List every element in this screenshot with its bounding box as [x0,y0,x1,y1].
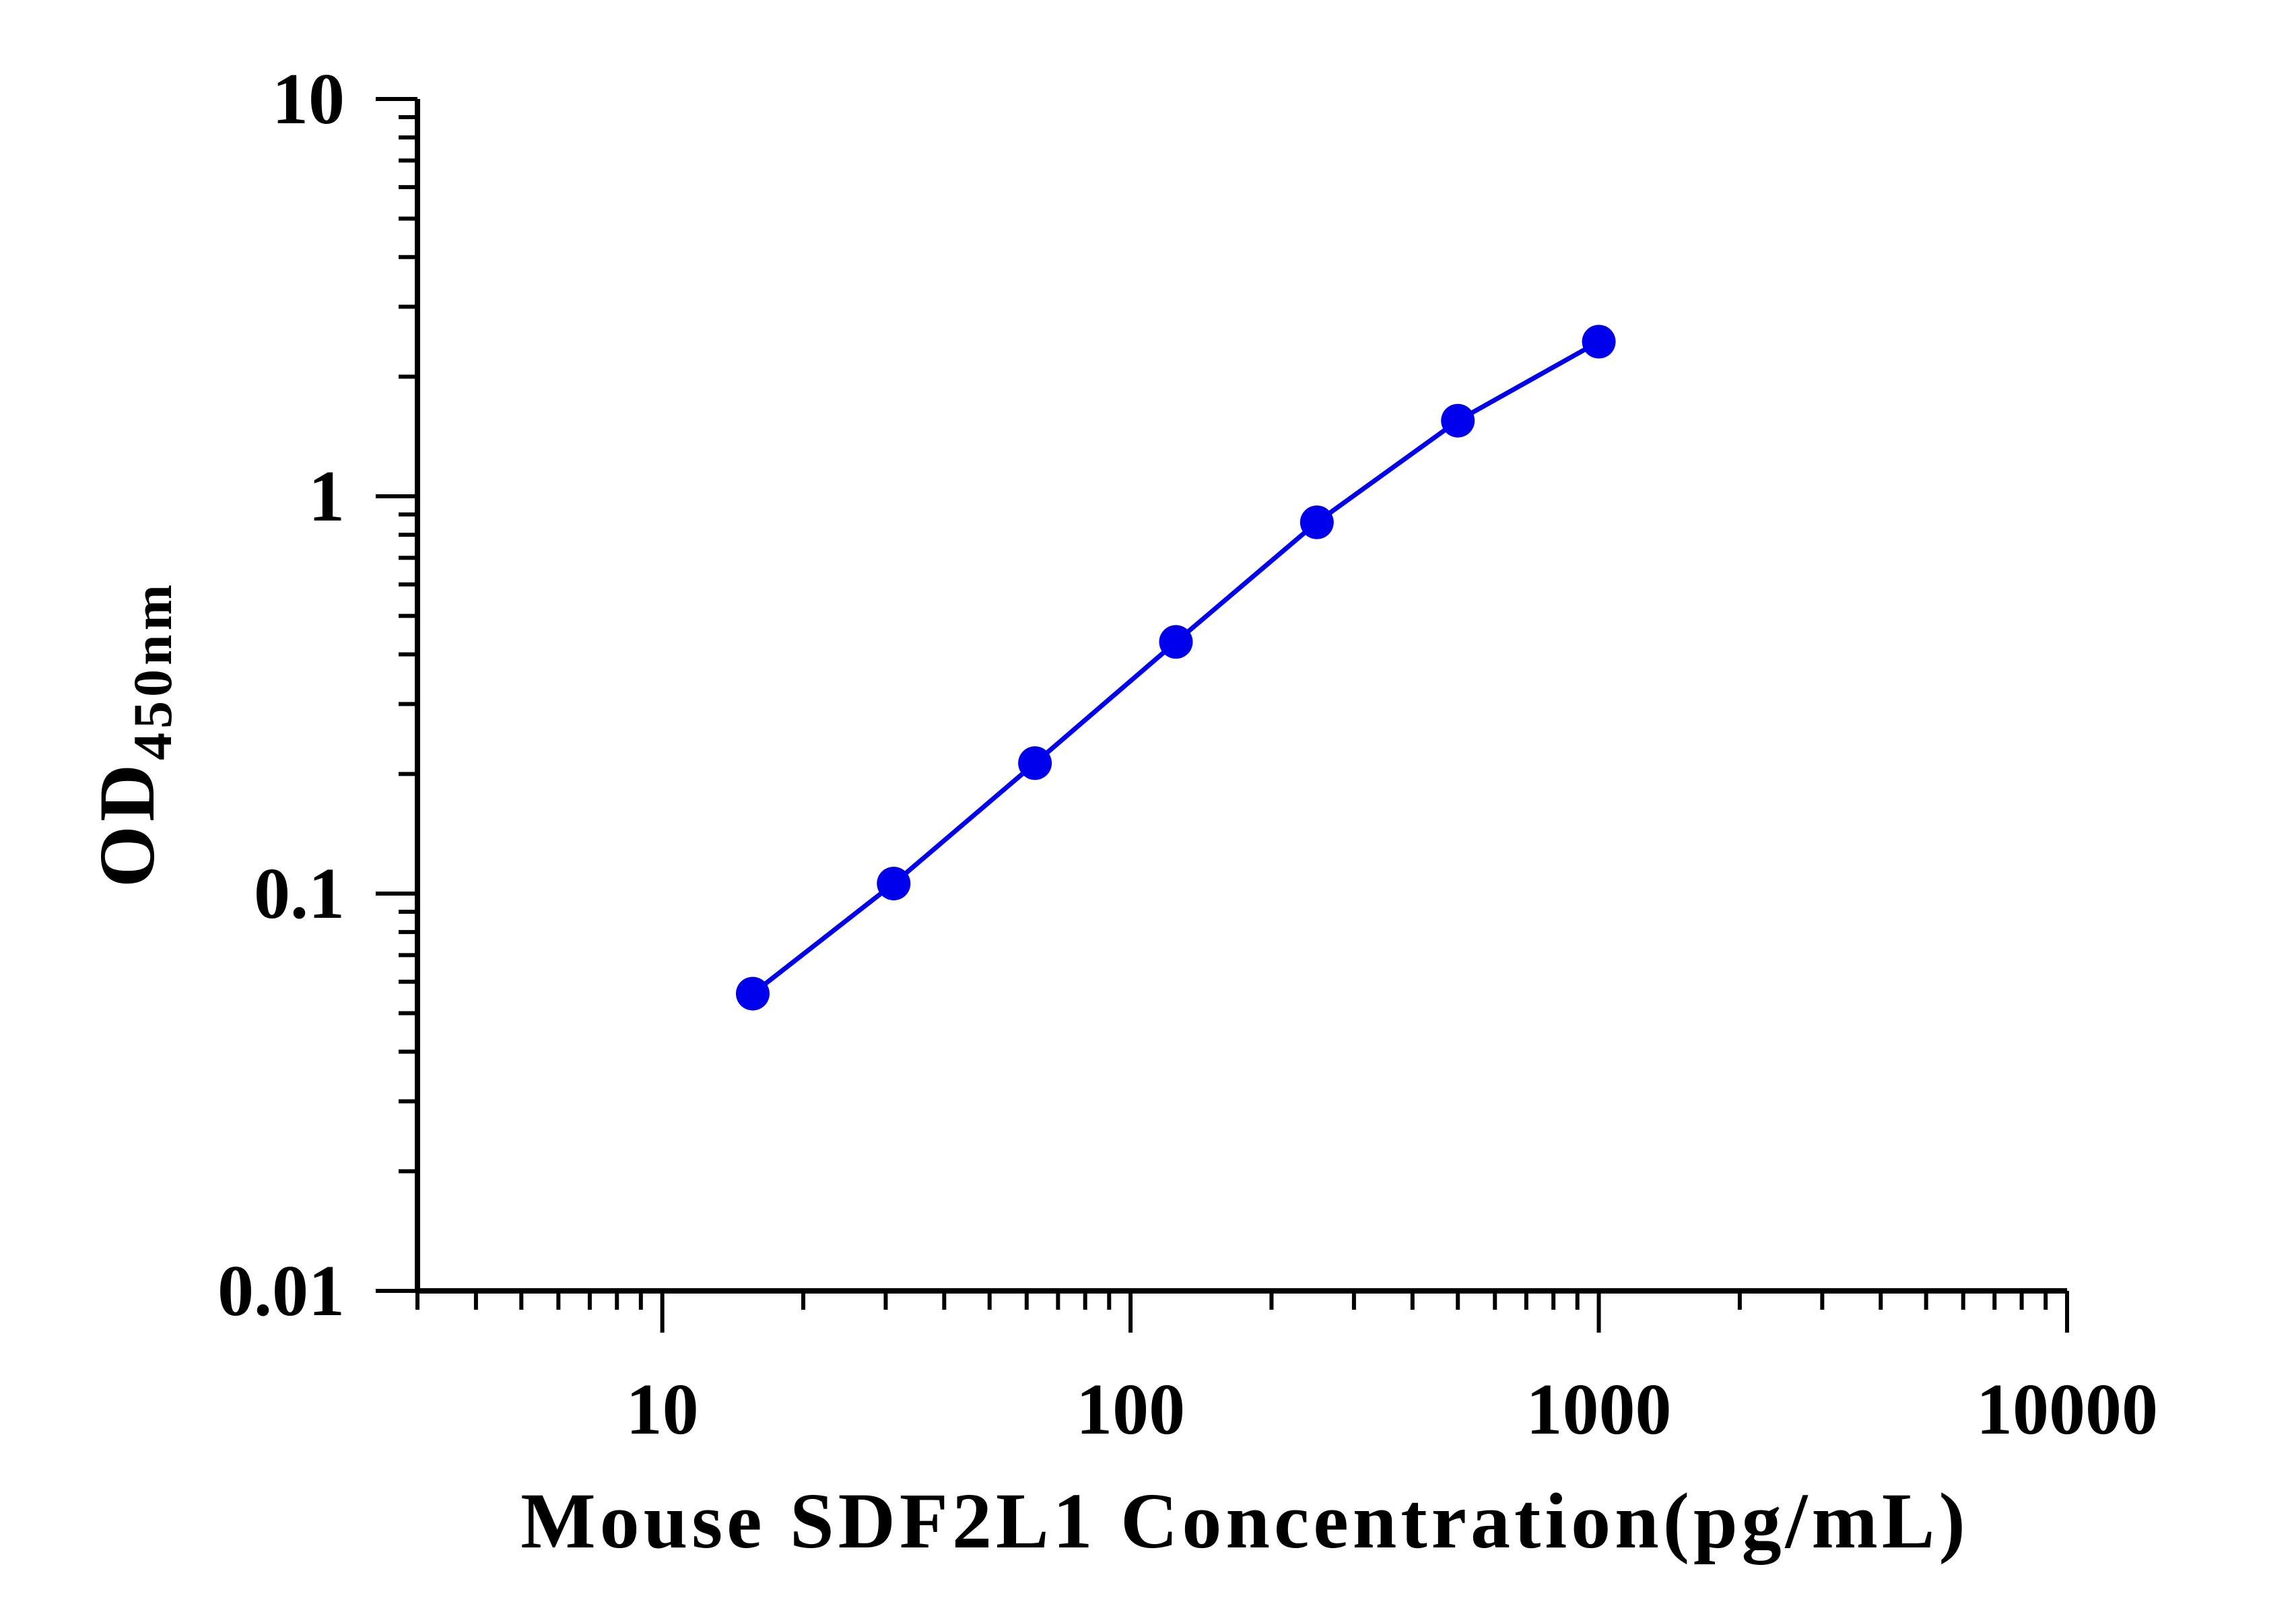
y-axis-title: OD450nm [83,580,183,888]
y-tick-label: 0.01 [217,1251,345,1331]
x-tick-label: 10 [626,1370,699,1450]
axis-labels: Mouse SDF2L1 Concentration(pg/mL) OD450n… [83,580,1969,1565]
data-point [1441,403,1475,438]
axes: 0.01 0.1 1 10 10 100 1000 10000 [217,59,2158,1450]
x-axis-title: Mouse SDF2L1 Concentration(pg/mL) [520,1477,1969,1565]
series-group [735,325,1616,1011]
data-point [1159,625,1193,659]
data-point [1018,746,1052,780]
y-tick-label: 10 [272,59,345,139]
series-line [751,339,1600,996]
x-tick-label: 100 [1076,1370,1185,1450]
y-tick-label: 1 [308,457,345,537]
data-point [735,976,770,1011]
data-point [877,867,911,901]
x-tick-label: 1000 [1526,1370,1672,1450]
y-tick-label: 0.1 [254,854,345,934]
y-axis-title-main: OD [83,760,171,888]
y-axis-title-subscript: 450nm [122,580,183,760]
data-point [1582,325,1616,359]
data-point [1299,505,1334,539]
x-tick-label: 10000 [1976,1370,2158,1450]
